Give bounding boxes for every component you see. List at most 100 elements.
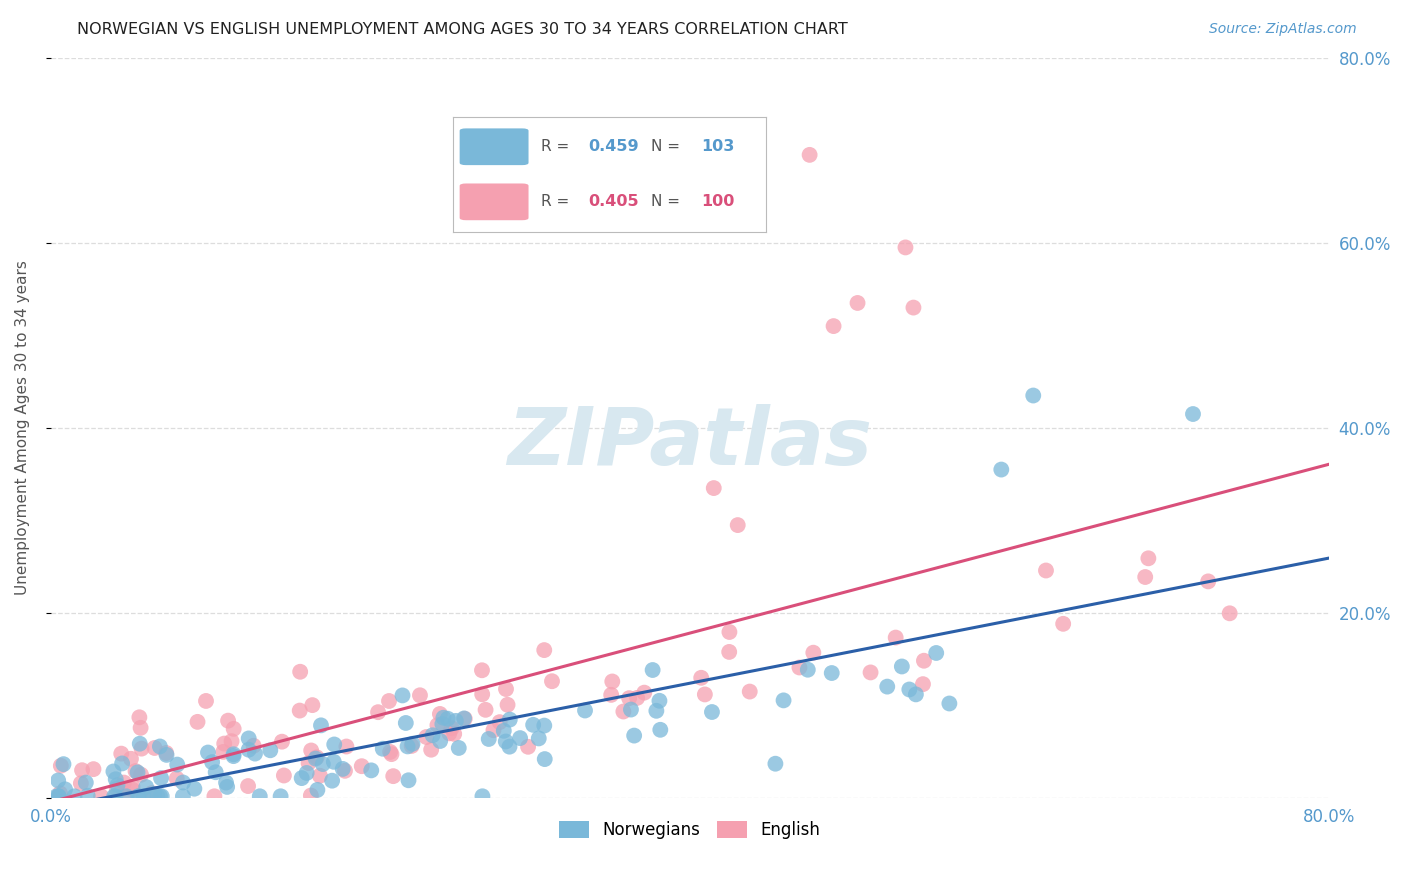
Point xyxy=(212,745,235,759)
Point xyxy=(304,751,326,765)
Point xyxy=(492,723,515,738)
Point xyxy=(378,694,401,708)
Point xyxy=(422,728,444,742)
Point xyxy=(898,682,921,697)
Point xyxy=(186,714,208,729)
Point xyxy=(49,786,72,800)
Point xyxy=(623,729,645,743)
Point xyxy=(378,745,401,759)
Point xyxy=(332,762,354,776)
Point xyxy=(128,789,150,804)
Point xyxy=(166,757,188,772)
Point xyxy=(420,742,443,756)
Point xyxy=(772,693,794,707)
Point xyxy=(498,739,520,754)
Point xyxy=(321,773,343,788)
Point xyxy=(876,680,898,694)
Point xyxy=(128,710,150,724)
Point xyxy=(429,706,451,721)
Point xyxy=(509,731,531,745)
Point xyxy=(495,681,517,696)
Point xyxy=(436,712,458,726)
Point xyxy=(202,789,225,804)
Point xyxy=(1182,407,1205,421)
Point xyxy=(135,780,157,794)
Point xyxy=(1219,607,1241,621)
Point xyxy=(471,687,494,701)
Point xyxy=(432,711,454,725)
Point xyxy=(322,755,344,769)
Point xyxy=(141,786,163,800)
Point xyxy=(925,646,948,660)
Legend: Norwegians, English: Norwegians, English xyxy=(553,814,827,846)
Point xyxy=(693,688,716,702)
Point xyxy=(121,780,143,794)
Point xyxy=(53,782,76,797)
Point xyxy=(259,743,281,757)
Point xyxy=(612,705,634,719)
Point xyxy=(155,746,177,760)
Point xyxy=(132,789,155,804)
Point xyxy=(82,762,104,776)
Point xyxy=(648,694,671,708)
Point xyxy=(110,747,132,761)
Point xyxy=(149,789,172,804)
Point xyxy=(645,704,668,718)
Point xyxy=(904,687,927,701)
Point xyxy=(312,757,335,772)
Point xyxy=(499,713,522,727)
Point xyxy=(821,666,844,681)
Point xyxy=(212,737,235,751)
Point xyxy=(104,789,127,804)
Point xyxy=(222,722,245,736)
Point xyxy=(439,726,461,740)
Point xyxy=(52,757,75,772)
Point xyxy=(242,739,264,753)
Point xyxy=(650,723,672,737)
Point xyxy=(718,625,741,640)
Point xyxy=(143,787,166,801)
Point xyxy=(454,712,477,726)
Point xyxy=(533,718,555,732)
Point xyxy=(396,739,419,754)
Point xyxy=(146,789,169,804)
Point xyxy=(243,747,266,761)
Point xyxy=(197,746,219,760)
Point xyxy=(1137,551,1160,566)
Point xyxy=(112,775,135,789)
Point xyxy=(166,772,188,786)
Point xyxy=(789,660,811,674)
Point xyxy=(391,689,413,703)
Point xyxy=(382,769,405,783)
Point xyxy=(129,768,152,782)
Point xyxy=(222,749,245,764)
Point xyxy=(127,789,149,804)
Point xyxy=(46,773,69,788)
Text: NORWEGIAN VS ENGLISH UNEMPLOYMENT AMONG AGES 30 TO 34 YEARS CORRELATION CHART: NORWEGIAN VS ENGLISH UNEMPLOYMENT AMONG … xyxy=(77,22,848,37)
Point xyxy=(104,772,127,787)
Point xyxy=(626,690,648,705)
Point xyxy=(522,718,544,732)
Point xyxy=(103,764,125,779)
Point xyxy=(401,737,423,751)
Point xyxy=(222,747,245,762)
Point xyxy=(911,677,934,691)
Point xyxy=(495,734,517,748)
Point xyxy=(297,756,319,770)
Point xyxy=(1052,616,1074,631)
Point xyxy=(291,771,314,785)
Point xyxy=(453,711,475,725)
Point xyxy=(333,764,356,778)
Point xyxy=(884,631,907,645)
Point xyxy=(149,739,172,754)
Point xyxy=(938,697,960,711)
Point xyxy=(690,671,713,685)
Point xyxy=(496,698,519,712)
Point xyxy=(201,755,224,769)
Point xyxy=(763,756,786,771)
Point xyxy=(1197,574,1219,589)
Point xyxy=(600,688,623,702)
Point xyxy=(482,723,505,738)
Point xyxy=(215,775,238,789)
Point xyxy=(738,684,761,698)
